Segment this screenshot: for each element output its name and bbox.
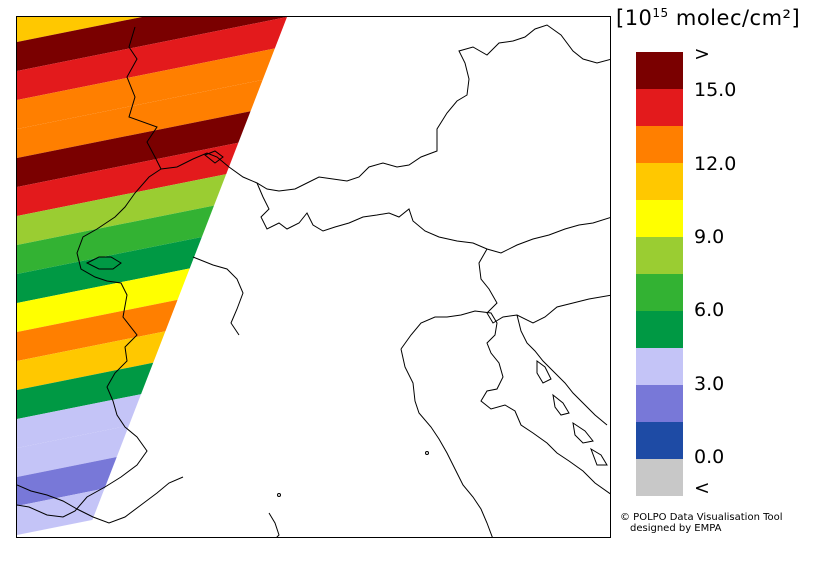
satellite-swath: [17, 17, 287, 535]
map-panel[interactable]: [16, 16, 611, 538]
legend-tick-label: 0.0: [694, 446, 725, 468]
legend-tick-label: 9.0: [694, 226, 725, 248]
island-small: [277, 493, 281, 497]
border-slovenia: [478, 248, 610, 324]
legend-swatch-2: [636, 126, 683, 163]
island-3: [572, 421, 594, 444]
legend-title: [1015 molec/cm²]: [616, 6, 801, 30]
map-canvas[interactable]: [17, 17, 611, 538]
legend-tick-label: 3.0: [694, 373, 725, 395]
swath-band-5: [17, 98, 287, 187]
coast-liguria-tuscany: [400, 348, 493, 537]
legend-tick-label: >: [694, 43, 710, 65]
credit-line-2: designed by EMPA: [630, 523, 722, 534]
legend-swatch-3: [636, 163, 683, 200]
legend-swatch-11: [636, 459, 683, 496]
legend-swatch-6: [636, 274, 683, 311]
coast-italy: [400, 310, 610, 495]
swath-band-4: [17, 69, 287, 158]
legend-swatch-7: [636, 311, 683, 348]
island-1: [536, 360, 552, 384]
lake-constance: [204, 150, 224, 164]
coast-croatia: [516, 314, 608, 426]
border-italy-west: [192, 256, 244, 336]
legend-tick-label: 15.0: [694, 79, 737, 101]
lake-geneva: [85, 256, 122, 270]
credit-text: © POLPO Data Visualisation Tool designed…: [620, 512, 783, 534]
legend-swatch-9: [636, 385, 683, 422]
island-small-2: [425, 451, 429, 455]
legend-tick-label: 6.0: [694, 299, 725, 321]
legend-swatch-4: [636, 200, 683, 237]
credit-line-1: © POLPO Data Visualisation Tool: [620, 512, 783, 523]
legend-swatch-0: [636, 52, 683, 89]
corsica: [268, 512, 280, 537]
legend-swatch-10: [636, 422, 683, 459]
legend-swatch-1: [636, 89, 683, 126]
legend-tick-label: 12.0: [694, 153, 737, 175]
legend-swatch-8: [636, 348, 683, 385]
island-2: [552, 393, 570, 416]
legend-swatch-5: [636, 237, 683, 274]
swath-band-3: [17, 40, 287, 129]
swath-band-0: [17, 17, 287, 42]
border-west: [17, 26, 162, 518]
swath-band-1: [17, 17, 287, 71]
coast-france: [17, 476, 184, 524]
coastline-borders: [17, 24, 610, 537]
swath-band-2: [17, 17, 287, 100]
border-alps: [160, 24, 610, 192]
legend-tick-label: <: [694, 477, 710, 499]
border-switzerland-italy: [256, 182, 610, 254]
island-4: [590, 447, 608, 466]
legend-colorbar: [636, 52, 683, 496]
